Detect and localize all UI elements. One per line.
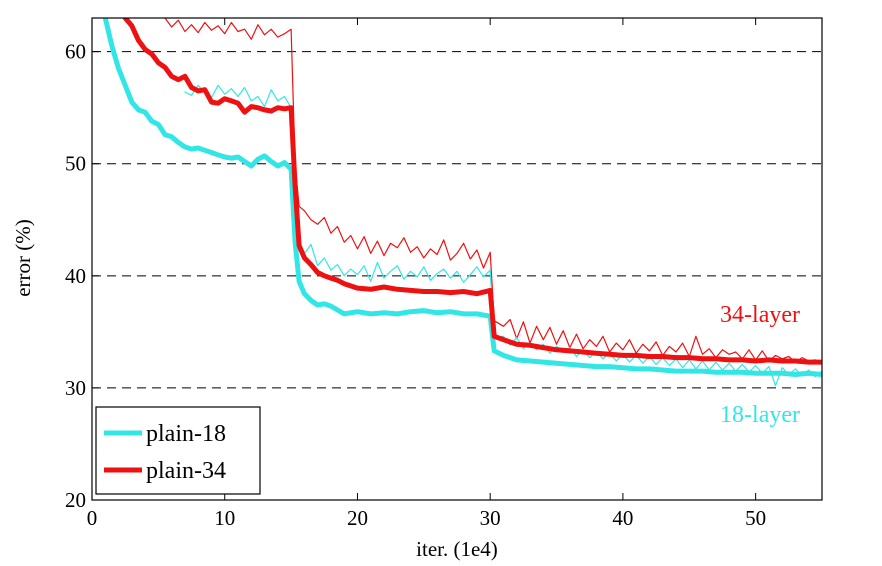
x-tick-label-0: 0	[87, 506, 98, 530]
series-line-plain-34	[122, 18, 822, 365]
legend: plain-18 plain-34	[95, 406, 261, 495]
x-tick-label-10: 10	[214, 506, 235, 530]
x-tick-label-50: 50	[745, 506, 766, 530]
series-lines	[102, 18, 822, 387]
y-axis-label: error (%)	[11, 219, 35, 297]
annotation-34-layer: 34-layer	[720, 302, 800, 328]
gridlines	[92, 51, 822, 389]
x-tick-label-30: 30	[480, 506, 501, 530]
x-axis-label: iter. (1e4)	[416, 537, 498, 561]
annotation-18-layer: 18-layer	[720, 402, 800, 428]
y-tick-label-20: 20	[65, 488, 86, 512]
legend-box	[95, 406, 261, 495]
series-line-plain-34-train	[164, 18, 822, 363]
x-tick-label-20: 20	[347, 506, 368, 530]
legend-label-plain-18: plain-18	[146, 421, 226, 447]
y-tick-label-60: 60	[65, 40, 86, 64]
y-tick-label-30: 30	[65, 376, 86, 400]
legend-label-plain-34: plain-34	[146, 458, 226, 484]
x-tick-label-40: 40	[612, 506, 633, 530]
axis-ticks: 20 30 40 50 60 0 10 20 30 40 50	[65, 18, 766, 530]
y-tick-label-50: 50	[65, 152, 86, 176]
plot-frame	[91, 17, 823, 501]
y-tick-label-40: 40	[65, 264, 86, 288]
series-line-plain-18	[102, 18, 822, 377]
